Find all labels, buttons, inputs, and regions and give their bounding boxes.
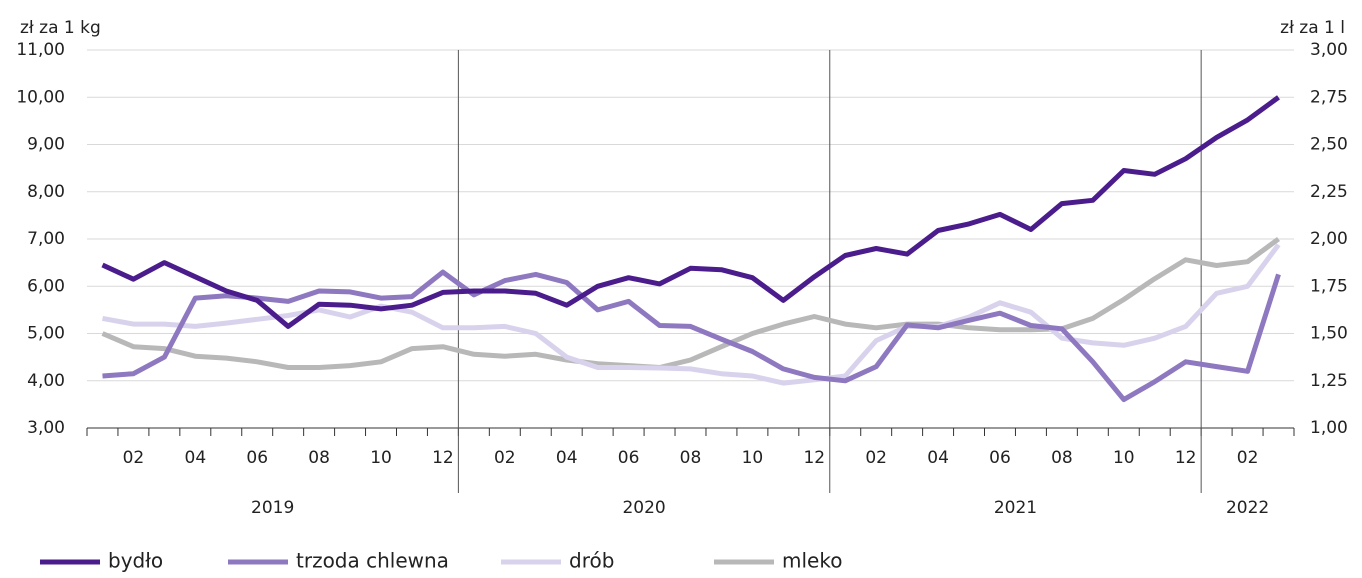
x-tick-label: 12 [803,448,825,468]
y2-tick-label: 2,75 [1310,87,1348,107]
year-label: 2019 [251,498,294,518]
y-tick-label: 10,00 [16,87,65,107]
y-tick-label: 3,00 [27,418,65,438]
y-tick-label: 5,00 [27,324,65,344]
series-line [102,269,1281,403]
x-tick-label: 10 [370,448,392,468]
y2-tick-label: 1,75 [1310,276,1348,296]
y-tick-label: 6,00 [27,276,65,296]
y-tick-label: 4,00 [27,371,65,391]
x-tick-label: 08 [308,448,330,468]
x-tick-label: 02 [123,448,145,468]
x-tick-label: 10 [1113,448,1135,468]
x-tick-label: 10 [742,448,764,468]
y2-tick-label: 2,00 [1310,229,1348,249]
x-tick-label: 12 [1175,448,1197,468]
y-tick-label: 9,00 [27,135,65,155]
x-tick-label: 08 [680,448,702,468]
year-label: 2020 [622,498,665,518]
y2-tick-label: 2,50 [1310,135,1348,155]
x-tick-label: 02 [494,448,516,468]
year-label: 2021 [994,498,1037,518]
x-tick-label: 02 [1237,448,1259,468]
series-line [101,95,1280,329]
x-tick-label: 02 [865,448,887,468]
legend-label: drób [569,549,614,573]
series-line [101,236,1280,370]
y2-tick-label: 2,25 [1310,182,1348,202]
y2-tick-label: 1,00 [1310,418,1348,438]
x-tick-label: 04 [927,448,949,468]
x-tick-label: 06 [989,448,1011,468]
y2-tick-label: 1,50 [1310,324,1348,344]
y2-tick-label: 3,00 [1310,40,1348,60]
legend-label: bydło [108,549,163,573]
legend-label: mleko [782,549,842,573]
year-label: 2022 [1226,498,1269,518]
x-tick-label: 06 [618,448,640,468]
x-tick-label: 04 [185,448,207,468]
legend-label: trzoda chlewna [296,549,449,573]
y2-tick-label: 1,25 [1310,371,1348,391]
y-tick-label: 8,00 [27,182,65,202]
x-tick-label: 04 [556,448,578,468]
y2-axis-title: zł za 1 l [1280,18,1345,38]
y-tick-label: 11,00 [16,40,65,60]
y-axis-title: zł za 1 kg [20,18,101,38]
x-tick-label: 06 [246,448,268,468]
y-tick-label: 7,00 [27,229,65,249]
x-tick-label: 12 [432,448,454,468]
x-tick-label: 08 [1051,448,1073,468]
series-line [102,243,1281,386]
